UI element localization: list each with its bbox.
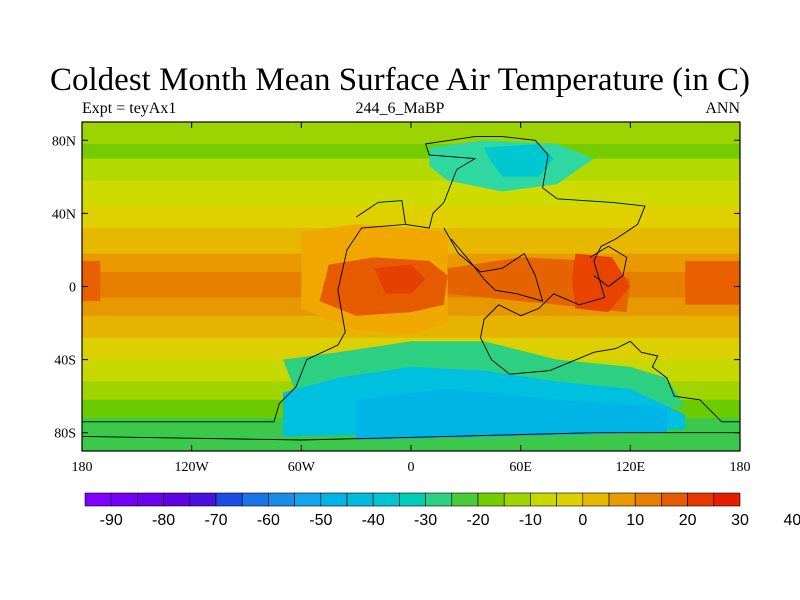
period-label: 244_6_MaBP [355, 100, 445, 117]
lon-tick-label: 60W [288, 460, 316, 475]
temperature-region [82, 260, 101, 302]
colorbar-swatch [268, 492, 295, 507]
colorbar-swatch [451, 492, 479, 507]
experiment-label: Expt = teyAx1 [82, 100, 177, 117]
colorbar-swatch [346, 492, 374, 507]
colorbar-label: -70 [204, 512, 227, 529]
colorbar-label: 10 [626, 512, 644, 529]
colorbar-swatch [661, 492, 688, 507]
axis-ticks: 80N 40N 0 40S 80S 180 120W 60W 0 60E 120E 180 [52, 122, 751, 475]
colorbar-label: 20 [679, 512, 697, 529]
temperature-region [484, 143, 554, 177]
lat-tick-label: 40S [54, 354, 76, 369]
lat-tick-label: 0 [69, 281, 76, 296]
coastlines [82, 136, 740, 441]
temperature-region [374, 264, 426, 294]
temperature-band [82, 180, 740, 207]
coastline [405, 136, 740, 423]
season-label: ANN [705, 100, 740, 117]
colorbar-label: -40 [362, 512, 385, 529]
coastline [589, 245, 628, 288]
colorbar-swatch [503, 492, 531, 507]
lon-tick-label: 180 [72, 460, 93, 475]
colorbar-label: 40 [784, 512, 800, 529]
colorbar-label: -10 [519, 512, 542, 529]
colorbar-label: -50 [309, 512, 332, 529]
colorbar-label: 0 [578, 512, 587, 529]
temperature-region [685, 260, 740, 305]
colorbar-swatch [84, 492, 112, 507]
colorbar-swatch [687, 492, 715, 507]
colorbar-swatch [556, 492, 584, 507]
colorbar: -90-80-70-60-50-40-30-20-1001020304050 [84, 492, 800, 529]
temperature-band [82, 143, 740, 160]
colorbar-swatch [477, 492, 505, 507]
lat-tick-label: 80S [54, 427, 76, 442]
temperature-band [82, 158, 740, 181]
colorbar-label: -30 [414, 512, 437, 529]
temperature-regions [82, 140, 740, 440]
lat-tick-label: 40N [52, 207, 76, 222]
colorbar-swatch [372, 492, 400, 507]
temperature-region [571, 253, 631, 313]
colorbar-label: -90 [100, 512, 123, 529]
lon-tick-label: 60E [509, 460, 532, 475]
map-title: Coldest Month Mean Surface Air Temperatu… [50, 62, 750, 98]
coastline [82, 432, 740, 441]
colorbar-swatch [582, 492, 610, 507]
colorbar-swatch [425, 492, 453, 507]
coastline [443, 227, 544, 302]
temperature-region [356, 388, 667, 440]
lon-tick-label: 180 [730, 460, 751, 475]
coastline [82, 200, 407, 423]
colorbar-label: -20 [466, 512, 489, 529]
lon-tick-label: 120E [616, 460, 646, 475]
lat-tick-label: 80N [52, 134, 76, 149]
temperature-band [82, 122, 740, 145]
temperature-band [82, 206, 740, 229]
colorbar-swatch [163, 492, 191, 507]
colorbar-swatch [110, 492, 138, 507]
colorbar-swatch [608, 492, 636, 507]
colorbar-swatch [294, 492, 322, 507]
colorbar-swatch [530, 492, 557, 507]
colorbar-swatch [189, 492, 217, 507]
colorbar-swatch [137, 492, 164, 507]
colorbar-label: -60 [257, 512, 280, 529]
colorbar-swatch [634, 492, 662, 507]
colorbar-swatch [215, 492, 243, 507]
colorbar-label: 30 [731, 512, 749, 529]
colorbar-swatch [241, 492, 269, 507]
colorbar-swatch [320, 492, 348, 507]
colorbar-label: -80 [152, 512, 175, 529]
lon-tick-label: 0 [408, 460, 415, 475]
colorbar-swatch [713, 492, 741, 507]
lon-tick-label: 120W [175, 460, 210, 475]
colorbar-swatch [399, 492, 426, 507]
